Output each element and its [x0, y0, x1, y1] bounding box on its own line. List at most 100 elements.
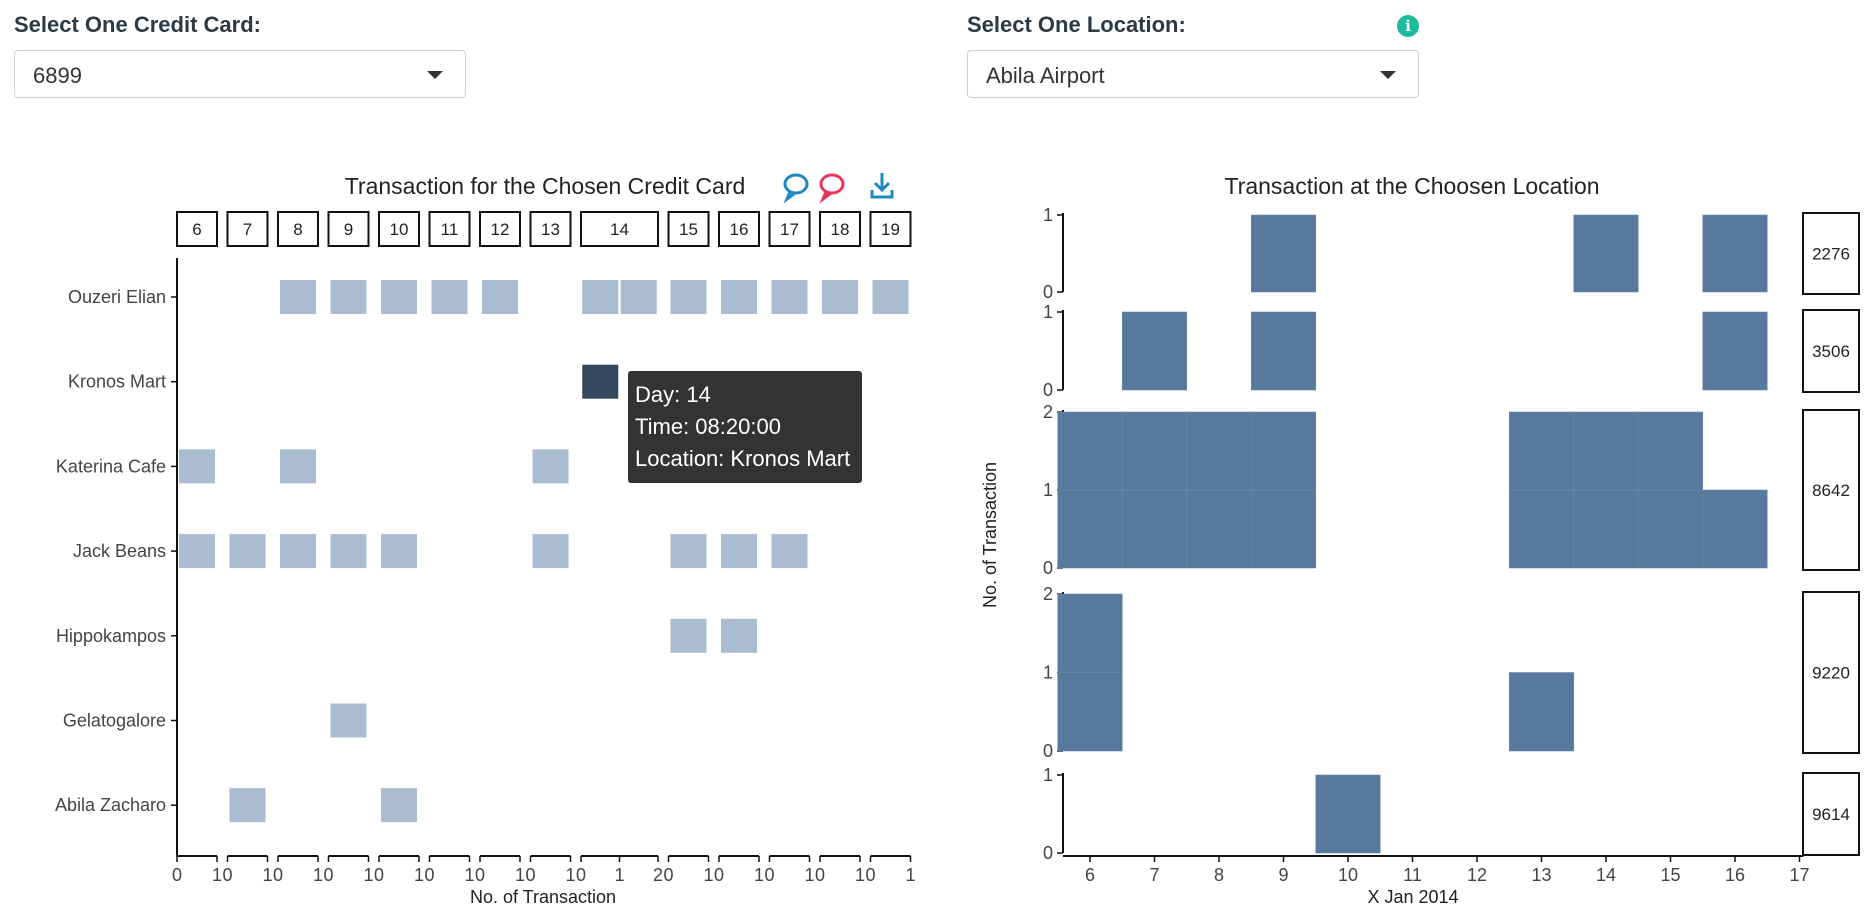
facet-label: 7 [243, 220, 252, 239]
transaction-bar [1702, 214, 1768, 293]
right-chart-title: Transaction at the Choosen Location [1224, 173, 1599, 199]
x-tick-label: 0 [576, 865, 586, 885]
facet-strip [327, 211, 370, 247]
card-strip-label: 3506 [1812, 342, 1850, 361]
x-tick-label: 13 [1531, 865, 1551, 885]
card-strip-label: 9220 [1812, 664, 1850, 683]
x-tick-label: 0 [222, 865, 232, 885]
x-tick-label: 1 [464, 865, 474, 885]
x-tick-label: 0 [374, 865, 384, 885]
x-tick-label: 1 [565, 865, 575, 885]
left-x-axis-title: No. of Transaction [470, 887, 616, 905]
transaction-tile [330, 280, 367, 314]
facet-label: 15 [679, 220, 698, 239]
download-icon[interactable] [870, 173, 894, 199]
transaction-bar [1573, 489, 1639, 569]
transaction-bar [1702, 311, 1768, 391]
transaction-tile [280, 534, 316, 569]
facet-strip [667, 211, 710, 247]
x-tick-label: 14 [1596, 865, 1616, 885]
transaction-bar [1508, 489, 1575, 569]
transaction-bar [1186, 411, 1252, 491]
transaction-bar [1186, 489, 1252, 569]
facet-strip [176, 211, 218, 247]
y-tick-label: 1 [1043, 205, 1053, 225]
transaction-bar [1315, 774, 1381, 854]
speech-bubble-blue-icon[interactable] [783, 173, 809, 204]
credit-card-value: 6899 [33, 63, 82, 88]
facet-strip [718, 211, 760, 247]
tooltip-location: Location: Kronos Mart [635, 446, 851, 471]
x-tick-label: 1 [414, 865, 424, 885]
transaction-bar [1508, 672, 1575, 752]
x-tick-label: 7 [1149, 865, 1159, 885]
info-icon[interactable]: i [1397, 15, 1419, 37]
transaction-tile [872, 280, 909, 314]
card-strip [1802, 591, 1860, 754]
tooltip: Day: 14 Time: 08:20:00 Location: Kronos … [628, 371, 862, 483]
credit-card-label: Select One Credit Card: [14, 12, 261, 37]
location-label: Gelatogalore [63, 711, 166, 731]
location-label: Jack Beans [73, 541, 166, 561]
credit-card-select[interactable]: 6899 [14, 50, 466, 98]
x-tick-label: 1 [313, 865, 323, 885]
x-tick-label: 1 [855, 865, 865, 885]
y-tick-label: 1 [1043, 663, 1053, 683]
facet-strip [768, 211, 811, 247]
facet-strip [226, 211, 269, 247]
transaction-bar [1250, 311, 1317, 391]
x-tick-label: 1 [515, 865, 525, 885]
transaction-bar [1057, 411, 1123, 491]
location-label: Select One Location: [967, 12, 1186, 37]
facet-label: 14 [610, 220, 629, 239]
speech-bubble-red-icon[interactable] [819, 173, 845, 204]
transaction-bar [1057, 593, 1123, 673]
transaction-tile [721, 618, 757, 653]
tooltip-day: Day: 14 [635, 382, 711, 407]
transaction-bar [1250, 411, 1317, 491]
x-tick-label: 0 [172, 865, 182, 885]
facet-strip [869, 211, 912, 247]
x-tick-label: 9 [1278, 865, 1288, 885]
transaction-tile [771, 534, 808, 569]
tooltip-time: Time: 08:20:00 [635, 414, 781, 439]
card-strip [1802, 212, 1860, 295]
right-y-axis-title: No. of Transaction [980, 462, 1000, 608]
x-tick-label: 1 [262, 865, 272, 885]
x-tick-label: 1 [614, 865, 624, 885]
transaction-tile [229, 788, 266, 823]
facet-label: 10 [390, 220, 409, 239]
x-tick-label: 10 [1338, 865, 1358, 885]
facet-label: 9 [344, 220, 353, 239]
transaction-tile [330, 703, 367, 738]
facet-label: 8 [293, 220, 302, 239]
location-select[interactable]: Abila Airport [967, 50, 1419, 98]
transaction-tile [179, 534, 215, 569]
transaction-tile [670, 534, 707, 569]
transaction-bar [1702, 489, 1768, 569]
transaction-tile [582, 364, 619, 399]
right-x-axis-title: X Jan 2014 [1367, 887, 1458, 905]
x-tick-label: 8 [1214, 865, 1224, 885]
card-strip [1802, 309, 1860, 393]
transaction-tile [381, 280, 417, 314]
facet-label: 16 [730, 220, 749, 239]
transaction-bar [1637, 489, 1704, 569]
card-strip [1802, 772, 1860, 856]
transaction-bar [1250, 214, 1317, 293]
facet-label: 18 [831, 220, 850, 239]
x-tick-label: 0 [273, 865, 283, 885]
transaction-tile [532, 534, 569, 569]
transaction-bar [1057, 672, 1123, 752]
transaction-tile [532, 449, 569, 484]
facet-label: 13 [541, 220, 560, 239]
y-tick-label: 0 [1043, 380, 1053, 400]
card-strip-label: 8642 [1812, 481, 1850, 500]
location-label: Ouzeri Elian [68, 287, 166, 307]
transaction-bar [1057, 489, 1123, 569]
x-tick-label: 0 [475, 865, 485, 885]
card-strip [1802, 409, 1860, 571]
transaction-tile [381, 534, 417, 569]
x-tick-label: 0 [323, 865, 333, 885]
x-tick-label: 0 [424, 865, 434, 885]
